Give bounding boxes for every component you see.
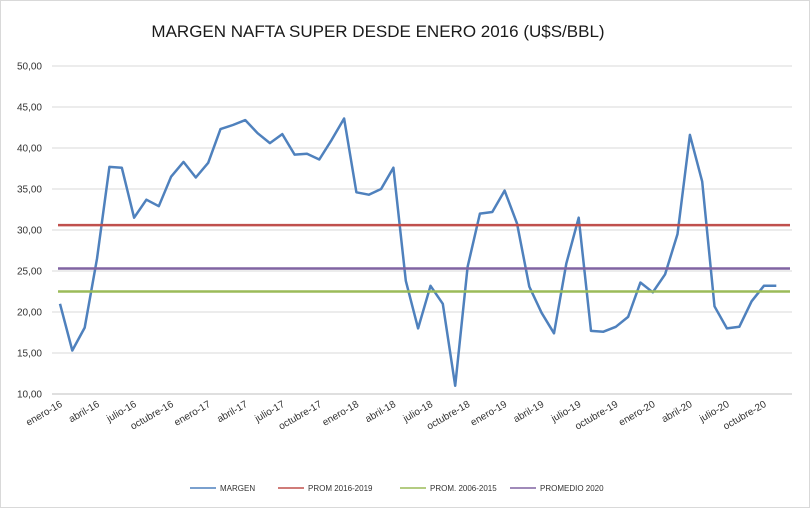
chart-title: MARGEN NAFTA SUPER DESDE ENERO 2016 (U$S… (151, 22, 605, 41)
y-tick-label: 25,00 (17, 267, 42, 278)
y-axis-ticks: 10,00 15,00 20,00 25,00 30,00 35,00 40,00 45,00… (17, 62, 42, 401)
x-tick-label: enero-17 (173, 399, 214, 429)
series-line-0 (58, 117, 777, 388)
x-tick-label: abril-20 (660, 399, 695, 425)
y-tick-label: 15,00 (17, 349, 42, 360)
y-tick-label: 10,00 (17, 390, 42, 401)
x-tick-label: abril-16 (67, 399, 102, 425)
y-tick-label: 40,00 (17, 144, 42, 155)
y-tick-label: 50,00 (17, 62, 42, 73)
x-tick-label: abril-18 (364, 399, 399, 425)
gridlines (52, 65, 792, 395)
legend: MARGEN PROM 2016-2019 PROM. 2006-2015 PROME… (190, 484, 604, 493)
legend-label: MARGEN (220, 484, 255, 493)
x-tick-label: enero-16 (24, 399, 65, 429)
series-lines (58, 117, 790, 388)
x-tick-label: enero-20 (617, 399, 658, 429)
legend-label: PROMEDIO 2020 (540, 484, 604, 493)
x-tick-label: abril-17 (215, 399, 250, 425)
y-tick-label: 45,00 (17, 103, 42, 114)
x-tick-label: enero-19 (469, 399, 510, 429)
legend-label: PROM. 2006-2015 (430, 484, 497, 493)
y-tick-label: 20,00 (17, 308, 42, 319)
x-tick-label: abril-19 (512, 399, 547, 425)
y-tick-label: 35,00 (17, 185, 42, 196)
y-tick-label: 30,00 (17, 226, 42, 237)
x-axis-ticks: enero-16 abril-16 julio-16octubre-16enero-… (24, 399, 768, 433)
legend-label: PROM 2016-2019 (308, 484, 373, 493)
x-tick-label: enero-18 (321, 399, 362, 429)
